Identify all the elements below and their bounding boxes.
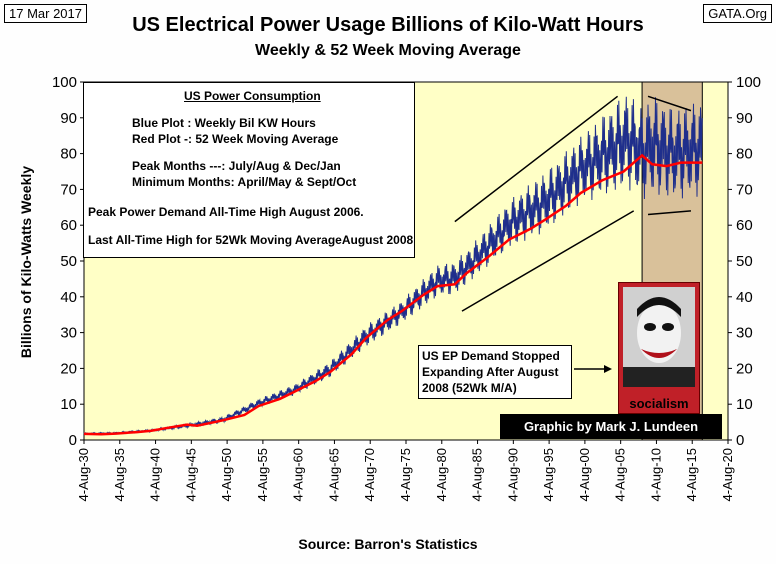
legend-peak-months: Peak Months ---: July/Aug & Dec/Jan [132,159,341,173]
x-tick-label: 4-Aug-10 [648,448,663,501]
x-tick-label: 4-Aug-70 [362,448,377,501]
x-tick-label: 4-Aug-30 [76,448,91,501]
callout-arrow-head [604,365,612,373]
trend-line-4 [647,95,692,112]
x-tick-label: 4-Aug-35 [112,448,127,501]
x-tick-label: 4-Aug-45 [183,448,198,501]
chart-source: Source: Barron's Statistics [298,536,478,552]
x-tick-label: 4-Aug-75 [398,448,413,501]
y-tick-label-right: 40 [736,289,753,306]
y-tick-label-left: 100 [52,74,77,91]
x-tick-label: 4-Aug-80 [434,448,449,501]
site-stamp: GATA.Org [703,4,772,23]
y-tick-label-right: 100 [736,74,761,91]
y-tick-label-right: 60 [736,217,753,234]
x-tick-label: 4-Aug-65 [326,448,341,501]
y-tick-label-right: 20 [736,360,753,377]
legend-minimum-months: Minimum Months: April/May & Sept/Oct [132,175,357,189]
legend-moving-average-entry: Red Plot -: 52 Week Moving Average [132,132,339,146]
x-tick-label: 4-Aug-85 [470,448,485,501]
y-tick-label-right: 30 [736,325,753,342]
trend-line-2 [461,210,635,312]
y-tick-label-left: 60 [60,217,77,234]
y-axis-label: Billions of Kilo-Watts Weekly [18,165,34,359]
poster-portrait [623,287,695,387]
weekly-kwh-line [83,96,703,436]
legend-weekly-entry: Blue Plot : Weekly Bil KW Hours [132,116,316,130]
legend-peak-demand-note: Peak Power Demand All-Time High August 2… [88,205,364,219]
y-tick-label-left: 10 [60,396,77,413]
graphic-credit: Graphic by Mark J. Lundeen [500,414,722,439]
poster-caption: socialism [619,396,699,411]
legend-box: US Power Consumption Blue Plot : Weekly … [83,82,415,258]
chart-subtitle: Weekly & 52 Week Moving Average [255,42,521,59]
y-tick-label-right: 10 [736,396,753,413]
demand-stopped-callout: US EP Demand Stopped Expanding After Aug… [418,345,572,399]
poster-image: socialism [618,282,700,414]
y-tick-label-right: 90 [736,110,753,127]
trend-line-3 [647,210,692,216]
y-tick-label-right: 0 [736,432,744,449]
moving-average-line [83,153,703,436]
x-tick-label: 4-Aug-55 [255,448,270,501]
y-tick-label-right: 70 [736,181,753,198]
chart-title: US Electrical Power Usage Billions of Ki… [132,14,644,36]
y-tick-label-left: 90 [60,110,77,127]
y-tick-label-left: 70 [60,181,77,198]
x-tick-label: 4-Aug-20 [720,448,735,501]
y-tick-label-right: 50 [736,253,753,270]
y-tick-label-right: 80 [736,146,753,163]
y-tick-label-left: 30 [60,325,77,342]
x-tick-label: 4-Aug-40 [148,448,163,501]
x-tick-label: 4-Aug-05 [613,448,628,501]
x-tick-label: 4-Aug-00 [577,448,592,501]
legend-moving-average-high-note: Last All-Time High for 52Wk Moving Avera… [88,233,414,247]
date-stamp: 17 Mar 2017 [4,4,87,23]
y-tick-label-left: 80 [60,146,77,163]
x-tick-label: 4-Aug-60 [291,448,306,501]
legend-title: US Power Consumption [184,89,321,103]
y-tick-label-left: 0 [69,432,77,449]
y-tick-label-left: 20 [60,360,77,377]
x-tick-label: 4-Aug-90 [505,448,520,501]
trend-line-1 [454,95,619,223]
x-tick-label: 4-Aug-15 [684,448,699,501]
x-tick-label: 4-Aug-95 [541,448,556,501]
y-tick-label-left: 40 [60,289,77,306]
y-tick-label-left: 50 [60,253,77,270]
x-tick-label: 4-Aug-50 [219,448,234,501]
